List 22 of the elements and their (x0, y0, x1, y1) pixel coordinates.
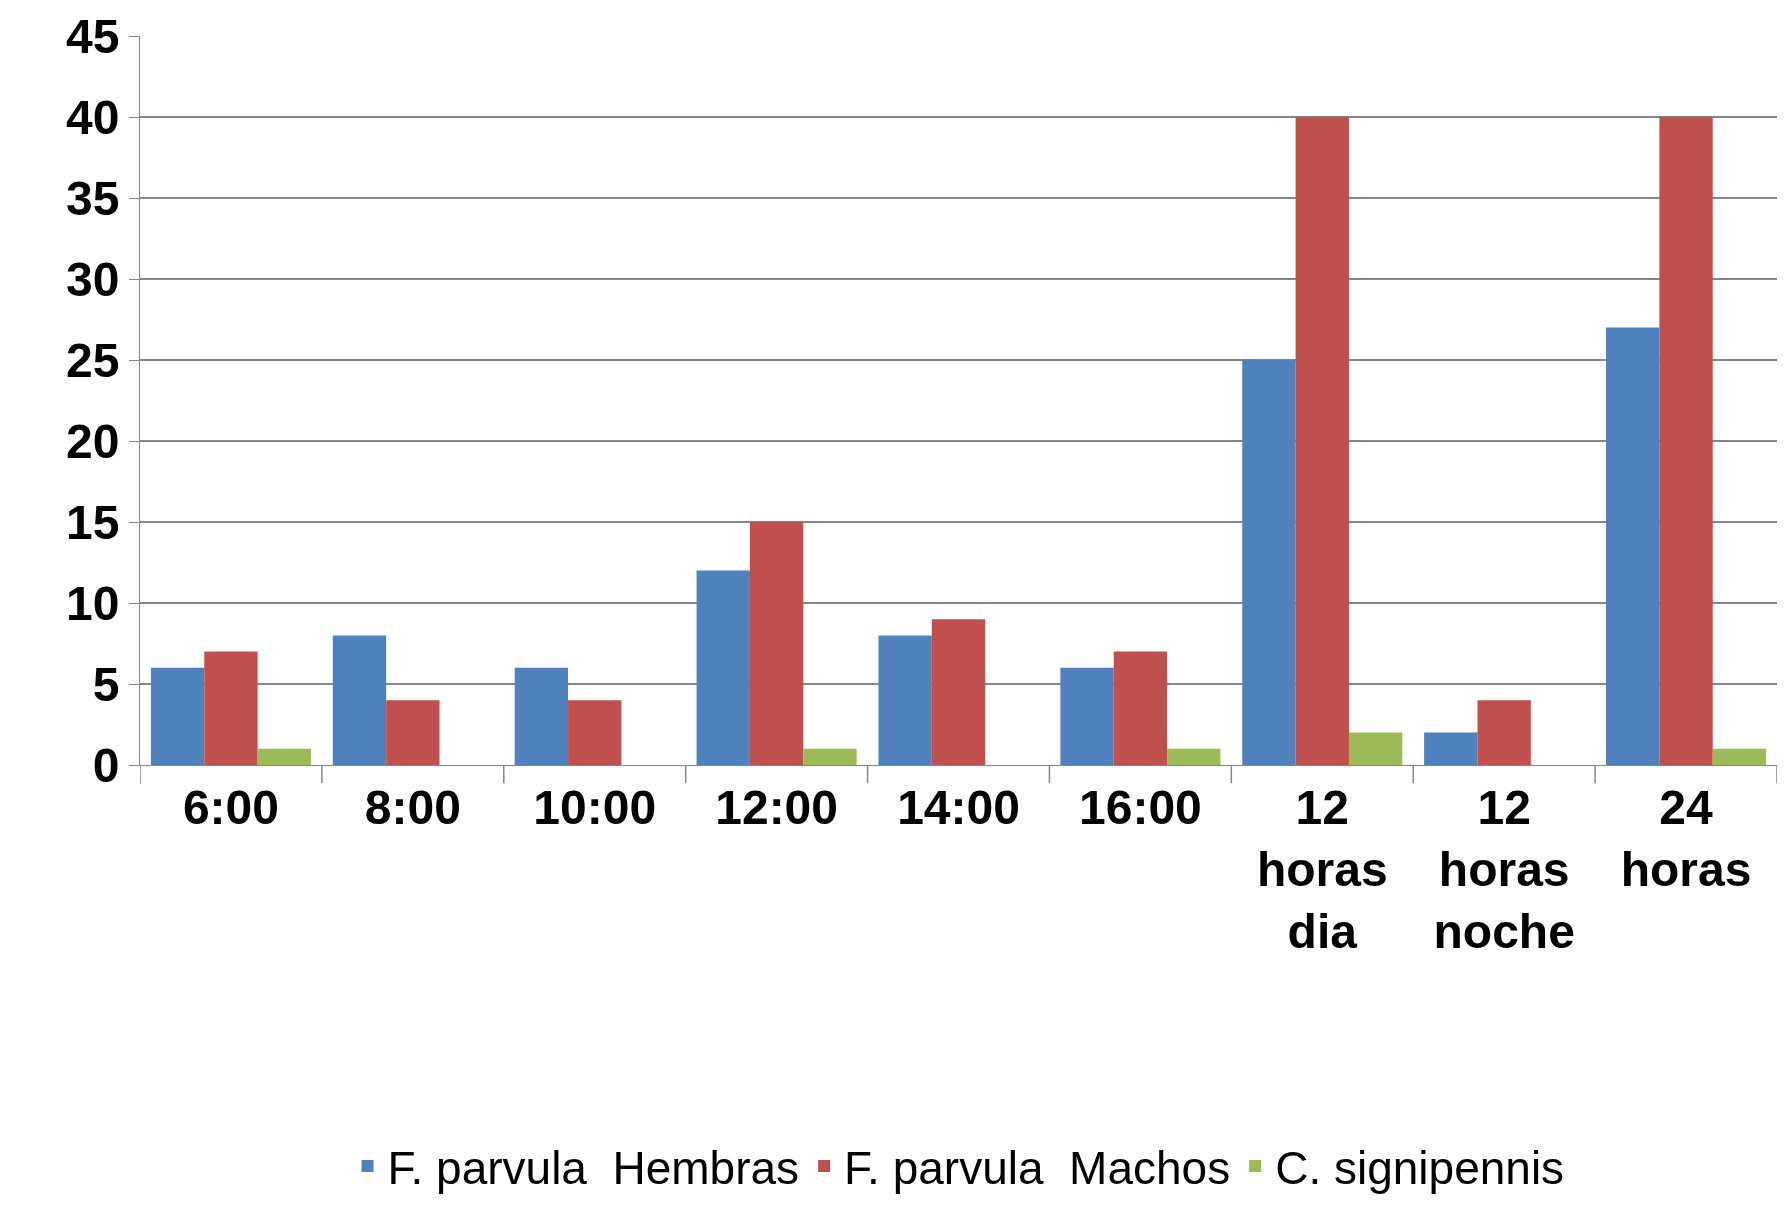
y-tick-label: 15 (66, 495, 120, 549)
x-tick-label: 12 horas noche (1433, 780, 1575, 959)
x-tick-label: 12:00 (715, 780, 838, 834)
y-tick-label: 5 (92, 657, 120, 711)
legend-label: F. parvula Hembras (387, 1141, 800, 1194)
y-tick-label: 40 (66, 90, 120, 144)
x-tick-label: 16:00 (1079, 780, 1202, 834)
x-tick-label: 10:00 (533, 780, 657, 834)
y-tick-label: 10 (66, 576, 120, 630)
legend-label: F. parvula Machos (844, 1141, 1231, 1194)
x-tick-label: 8:00 (364, 780, 461, 834)
y-tick-label: 45 (66, 9, 120, 63)
x-tick-label: 14:00 (897, 780, 1020, 834)
y-tick-label: 0 (92, 738, 120, 792)
y-tick-label: 30 (66, 252, 120, 306)
x-tick-label: 12 horas dia (1256, 780, 1388, 959)
y-tick-label: 25 (66, 333, 120, 387)
y-tick-label: 35 (66, 171, 120, 225)
x-tick-label: 24 horas (1620, 780, 1752, 896)
legend-label: C. signipennis (1275, 1141, 1565, 1194)
x-tick-label: 6:00 (182, 780, 279, 834)
y-tick-label: 20 (66, 414, 120, 468)
